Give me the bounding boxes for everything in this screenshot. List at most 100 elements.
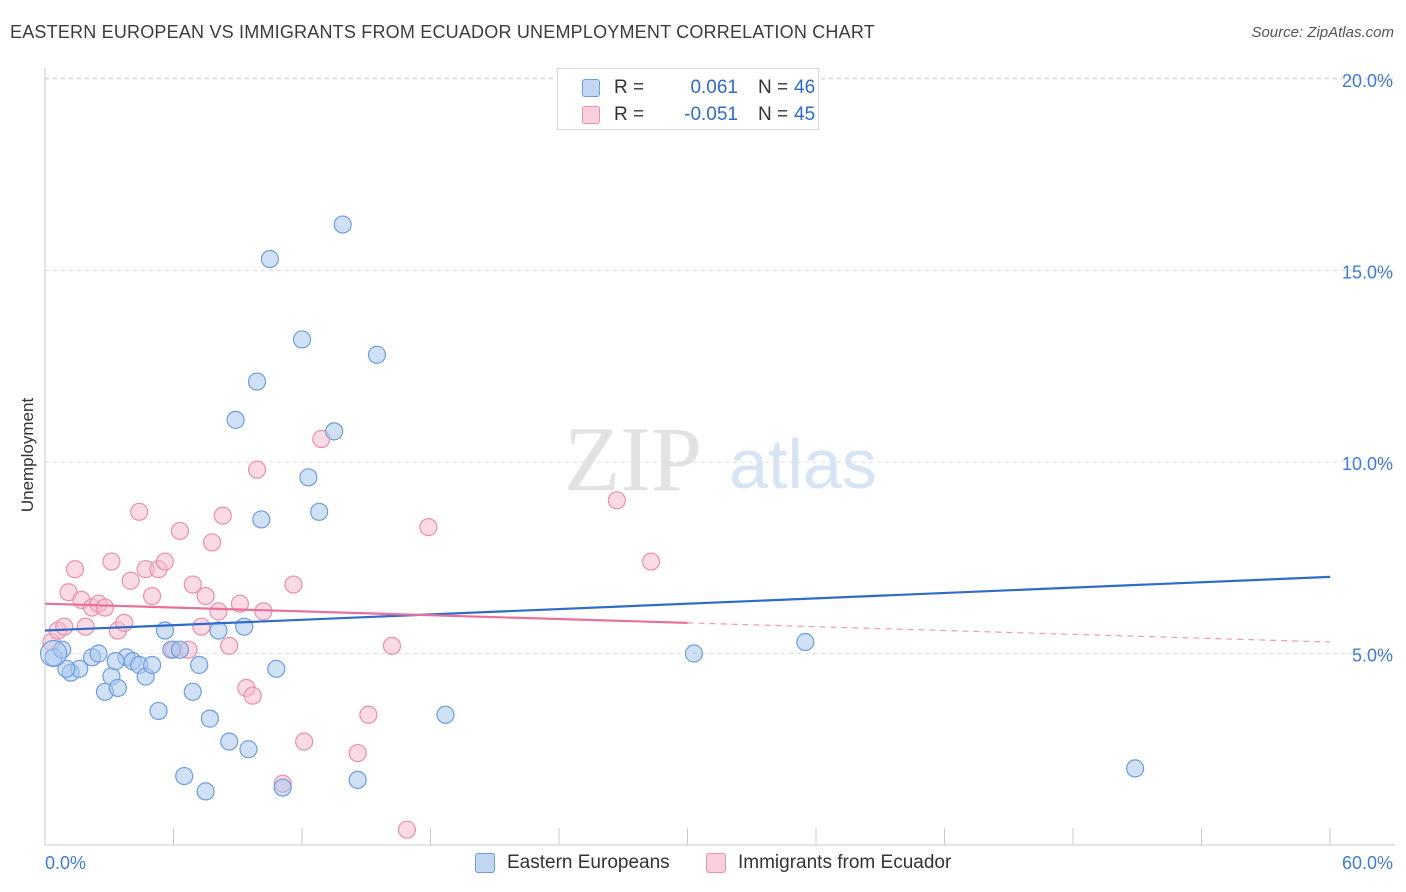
ecuador-point [170,521,190,541]
x-tick-label-max: 60.0% [1342,853,1393,873]
eastern-european-point [252,510,271,529]
ecuador-point [209,602,228,621]
eastern-european-point [190,655,209,675]
eastern-european-point [226,410,245,429]
eastern-european-point [142,655,162,675]
watermark-zip: ZIP [564,408,702,510]
eastern-european-point [325,422,344,441]
legend-r-label: R = [614,77,645,98]
eastern-european-point [209,621,228,640]
ecuador-point [359,705,378,724]
eastern-european-point [89,644,108,663]
bottom-legend-swatch-pink [706,853,726,873]
ecuador-point [76,617,95,636]
ecuador-point [243,686,262,705]
ecuador-point [419,518,438,537]
ecuador-point [55,617,74,636]
eastern-european-cluster-point [39,639,68,668]
eastern-european-point [436,705,455,724]
legend-swatch-pink [582,106,600,124]
data-points [39,215,1145,839]
watermark-atlas: atlas [729,425,877,503]
ecuador-point [295,732,314,751]
eastern-european-point [796,632,815,652]
eastern-european-point [170,640,190,659]
legend-n-label: N = [758,77,789,98]
x-tick-label-min: 0.0% [45,853,86,873]
eastern-european-point [299,468,318,487]
grid-lines [45,77,1395,654]
stats-legend: R = 0.061 N = 46 R = -0.051 N = 45 [557,68,819,130]
ecuador-point [183,575,202,594]
ecuador-point [607,491,626,510]
ecuador-point [142,586,162,606]
eastern-european-point [175,766,194,786]
eastern-european-point [220,732,239,751]
eastern-european-point [200,709,220,728]
eastern-european-point [367,345,387,364]
ecuador-point [247,460,267,479]
ecuador-point [230,594,249,613]
y-tick-label: 20.0% [1342,71,1393,91]
ecuador-point [155,552,175,571]
ecuador-trend-line-extension [687,622,1331,643]
y-axis-label: Unemployment [18,397,37,513]
ecuador-point [115,613,134,632]
ecuador-point [196,586,215,606]
eastern-european-point [684,644,704,663]
ecuador-point [65,560,85,579]
legend-n-label: N = [758,104,789,125]
bottom-legend-label: Immigrants from Ecuador [738,852,952,873]
ecuador-point [284,575,303,594]
ecuador-point [102,552,121,571]
bottom-legend-label: Eastern Europeans [507,852,670,873]
legend-r-value: -0.051 [684,104,738,125]
ecuador-point [95,598,115,617]
ecuador-point [397,820,417,839]
legend-n-value: 46 [794,77,816,98]
ecuador-point [213,506,232,525]
ecuador-point [382,636,402,655]
axes [44,68,1395,846]
eastern-european-point [310,502,329,521]
chart-title: EASTERN EUROPEAN VS IMMIGRANTS FROM ECUA… [10,22,875,42]
eastern-european-point [348,770,367,789]
eastern-european-point [1126,759,1145,778]
eastern-european-point [247,372,267,391]
eastern-european-trend-line [44,575,1331,632]
ecuador-trend-line [44,602,688,624]
eastern-european-point [196,782,215,801]
trend-lines [44,575,1331,643]
y-tick-label: 10.0% [1342,454,1393,474]
tick-labels: 5.0% 10.0% 15.0% 20.0% 0.0% 60.0% [45,71,1393,873]
ecuador-point [202,533,222,552]
eastern-european-point [333,215,352,234]
legend-n-value: 45 [794,104,816,125]
ecuador-point [348,743,367,763]
watermark: ZIP atlas [564,408,877,510]
eastern-european-point [108,678,127,698]
eastern-european-point [235,617,254,636]
eastern-european-point [239,740,258,759]
eastern-european-point [183,682,202,701]
eastern-european-point [267,659,286,678]
eastern-european-point [106,652,125,671]
ecuador-point [192,617,211,636]
eastern-european-point [292,330,312,349]
ecuador-point [220,636,239,655]
source-label: Source: ZipAtlas.com [1251,24,1394,41]
ecuador-point [641,552,661,571]
legend-r-label: R = [614,104,645,125]
eastern-european-point [273,778,292,797]
legend-swatch-blue [582,79,600,97]
ecuador-point [130,502,149,521]
ecuador-point [121,571,140,590]
legend-r-value: 0.061 [690,77,738,98]
eastern-european-point [57,659,76,678]
bottom-legend-swatch-blue [475,853,495,873]
y-tick-label: 15.0% [1342,263,1393,283]
eastern-european-point [149,701,168,721]
eastern-european-point [260,249,279,269]
y-tick-label: 5.0% [1352,646,1393,666]
